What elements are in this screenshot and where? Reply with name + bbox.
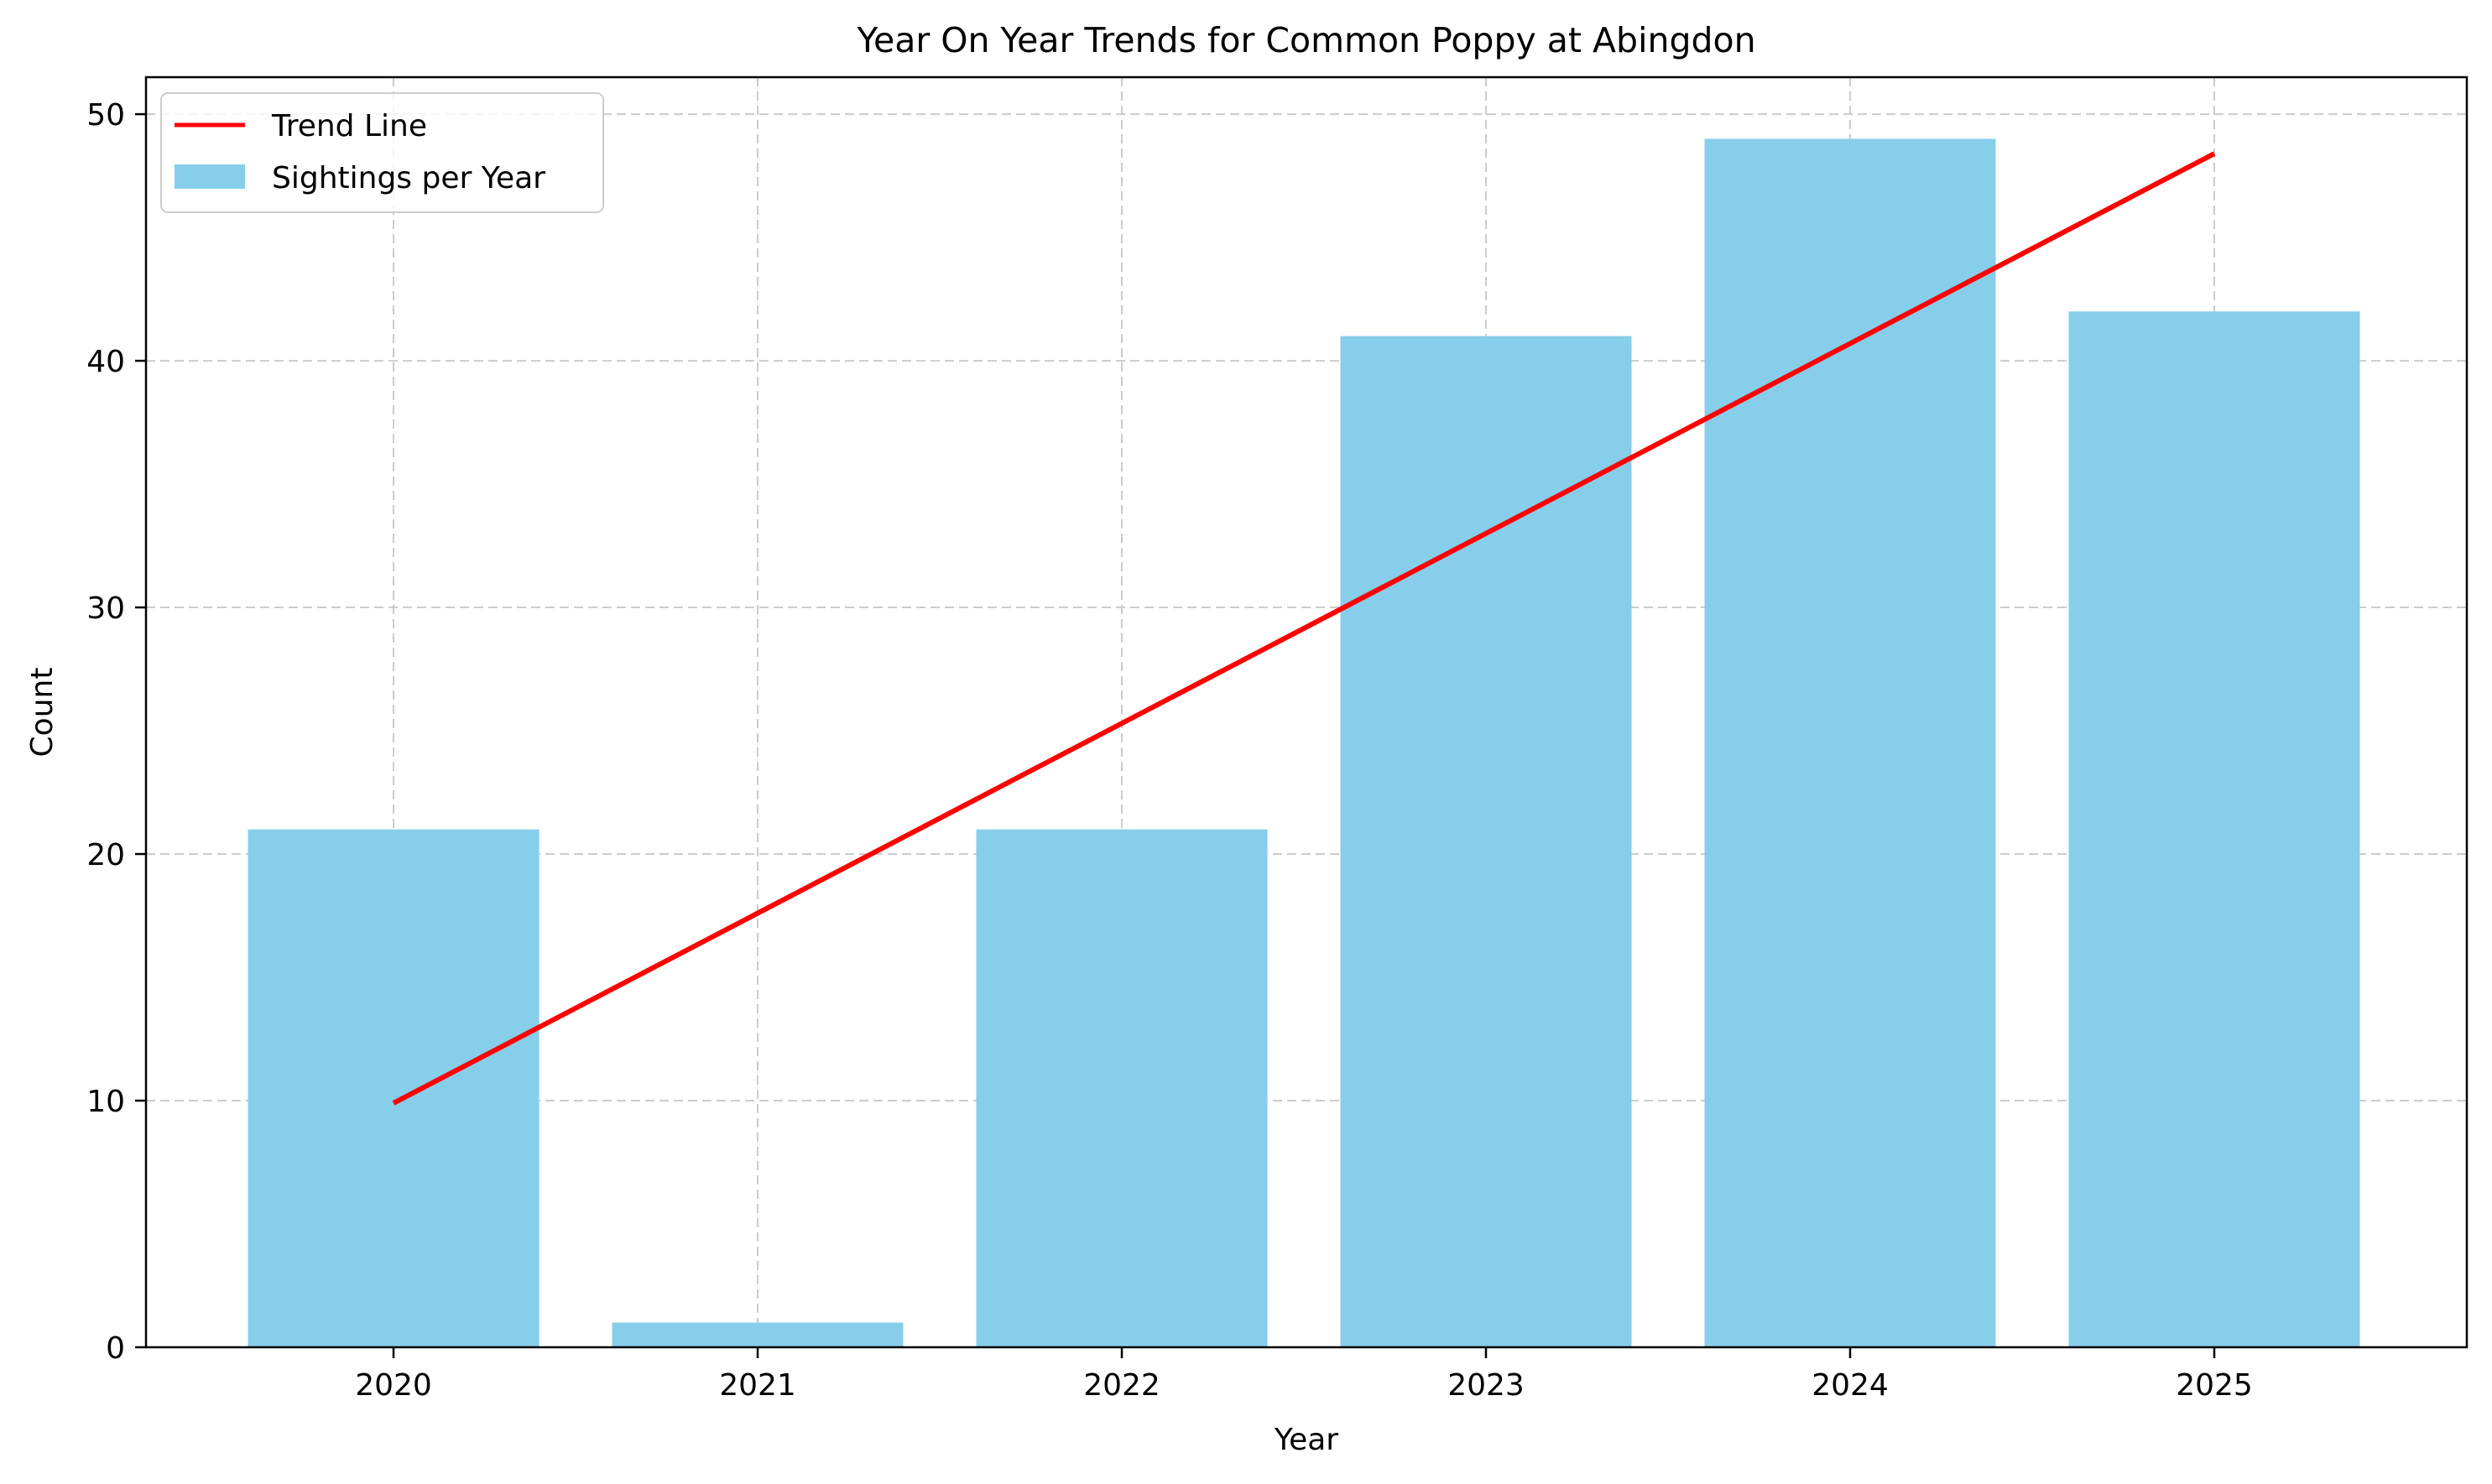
x-axis-ticks: 2020 2021 2022 2023 2024 2025 xyxy=(355,1347,2253,1403)
bar-2023 xyxy=(1340,336,1632,1347)
y-tick-label: 20 xyxy=(86,838,125,872)
bar-2021 xyxy=(612,1322,904,1347)
y-axis-ticks: 0 10 20 30 40 50 xyxy=(86,98,146,1366)
bar-2024 xyxy=(1704,138,1996,1348)
x-tick-label: 2021 xyxy=(719,1368,796,1403)
y-tick-label: 50 xyxy=(86,98,125,133)
x-tick-label: 2024 xyxy=(1812,1368,1889,1403)
legend: Trend Line Sightings per Year xyxy=(160,92,604,213)
y-tick-label: 30 xyxy=(86,591,125,626)
y-tick-label: 0 xyxy=(106,1331,125,1366)
legend-box xyxy=(160,92,604,213)
bar-2025 xyxy=(2068,311,2360,1348)
trend-line xyxy=(392,151,2216,1106)
bars xyxy=(248,138,2360,1348)
legend-label-sightings: Sightings per Year xyxy=(272,161,545,195)
legend-swatch-sightings xyxy=(175,164,245,189)
trend-line-layer xyxy=(392,151,2216,1106)
bar-2022 xyxy=(976,829,1268,1347)
x-tick-label: 2022 xyxy=(1083,1368,1160,1403)
y-axis-label: Count xyxy=(25,668,60,758)
x-tick-label: 2020 xyxy=(355,1368,432,1403)
chart-title: Year On Year Trends for Common Poppy at … xyxy=(856,20,1755,60)
x-axis-label: Year xyxy=(1274,1423,1338,1457)
bar-2020 xyxy=(248,829,540,1347)
axes-frame xyxy=(144,76,2469,1349)
x-tick-label: 2025 xyxy=(2176,1368,2253,1403)
x-tick-label: 2023 xyxy=(1447,1368,1525,1403)
y-tick-label: 40 xyxy=(86,345,125,379)
y-tick-label: 10 xyxy=(86,1085,125,1119)
legend-label-trend-line: Trend Line xyxy=(271,109,427,143)
